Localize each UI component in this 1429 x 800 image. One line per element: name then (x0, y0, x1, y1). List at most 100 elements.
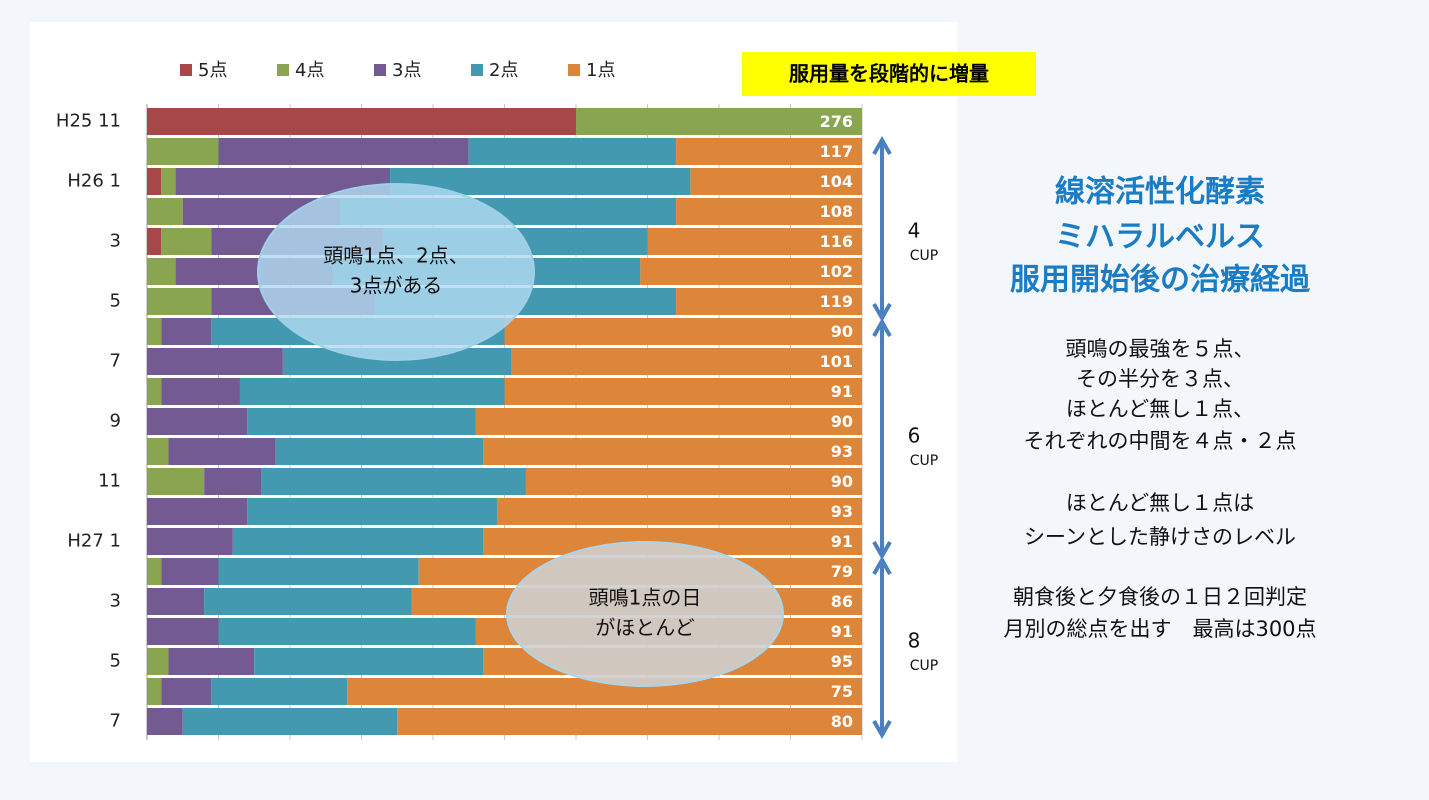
total-label: 91 (831, 622, 853, 641)
total-label: 90 (831, 322, 853, 341)
side-title: 服用開始後の治療経過 (1010, 263, 1311, 298)
arrow-head (872, 135, 892, 155)
bar-segment (147, 558, 162, 585)
phase-unit: CUP (910, 248, 938, 264)
bar-segment (147, 528, 233, 555)
legend-label: 1点 (586, 60, 615, 81)
bar-segment (147, 168, 162, 195)
bar-segment (147, 438, 169, 465)
bar-segment (204, 588, 412, 615)
bar-segment (147, 318, 162, 345)
bar-segment (147, 138, 219, 165)
bar-segment (247, 408, 476, 435)
bar-segment (147, 228, 162, 255)
bar-segment (147, 378, 162, 405)
y-tick-label: H25 11 (56, 111, 121, 132)
annotation-bubble (506, 541, 784, 687)
bar-segment (676, 138, 862, 165)
bar-segment (218, 558, 419, 585)
bar-segment (504, 318, 862, 345)
bubble-text: 頭鳴1点、2点、 (323, 244, 468, 268)
total-label: 93 (831, 442, 853, 461)
note-line: ほとんど無し１点、 (1066, 397, 1254, 421)
phase-unit: CUP (910, 658, 938, 674)
total-label: 91 (831, 382, 853, 401)
bar-segment (218, 618, 476, 645)
arrow-head (872, 720, 892, 740)
bar-segment (690, 168, 862, 195)
note-line: 朝食後と夕食後の１日２回判定 (1013, 585, 1307, 609)
bar-segment (161, 318, 212, 345)
note-line: シーンとした静けさのレベル (1024, 525, 1296, 549)
bar-segment (676, 198, 862, 225)
legend-label: 2点 (489, 60, 518, 81)
total-label: 108 (820, 202, 853, 221)
bar-segment (182, 708, 398, 735)
arrow-head (872, 555, 892, 575)
total-label: 101 (820, 352, 853, 371)
bar-segment (147, 618, 219, 645)
bubble-text: がほとんど (595, 616, 694, 640)
bar-segment (147, 408, 248, 435)
bar-segment (511, 348, 862, 375)
bar-segment (161, 228, 212, 255)
side-title: 線溶活性化酵素 (1055, 175, 1265, 210)
bar-segment (261, 468, 526, 495)
bar-segment (161, 678, 212, 705)
bar-segment (483, 438, 862, 465)
y-tick-label: 11 (98, 471, 121, 492)
bar-segment (468, 138, 677, 165)
bar-segment (504, 378, 862, 405)
note-line: 頭鳴の最強を５点、 (1066, 337, 1255, 361)
bar-segment (254, 648, 484, 675)
total-label: 75 (831, 682, 853, 701)
y-tick-label: 9 (110, 411, 121, 432)
y-tick-label: H27 1 (67, 531, 121, 552)
phase-number: 4 (908, 219, 921, 243)
bar-segment (640, 258, 862, 285)
note-line: ほとんど無し１点は (1066, 491, 1254, 515)
bar-segment (204, 468, 262, 495)
total-label: 116 (820, 232, 853, 251)
bubble-text: 3点がある (350, 274, 443, 298)
header-text: 服用量を段階的に増量 (789, 62, 989, 86)
annotation-bubble (257, 183, 535, 361)
legend-label: 4点 (295, 60, 324, 81)
total-label: 91 (831, 532, 853, 551)
y-tick-label: 5 (110, 651, 121, 672)
phase-number: 8 (908, 629, 921, 653)
y-tick-label: 3 (110, 231, 121, 252)
legend-swatch (374, 64, 386, 76)
bar-segment (161, 378, 240, 405)
bar-segment (161, 168, 176, 195)
bar-segment (147, 708, 183, 735)
side-title: ミハラルベルス (1055, 220, 1265, 255)
bar-segment (497, 498, 862, 525)
legend-swatch (568, 64, 580, 76)
total-label: 117 (820, 142, 853, 161)
bar-segment (147, 468, 205, 495)
bar-segment (647, 228, 862, 255)
bar-segment (475, 408, 862, 435)
arrow-head (872, 317, 892, 337)
total-label: 102 (820, 262, 853, 281)
bar-segment (147, 498, 248, 525)
y-tick-label: 5 (110, 291, 121, 312)
phase-number: 6 (908, 424, 921, 448)
total-label: 276 (820, 112, 853, 131)
total-label: 90 (831, 412, 853, 431)
bar-segment (147, 108, 576, 135)
y-tick-label: 7 (110, 351, 121, 372)
bar-segment (525, 468, 862, 495)
bar-segment (239, 378, 505, 405)
bar-segment (211, 678, 348, 705)
y-tick-label: H26 1 (67, 171, 121, 192)
total-label: 95 (831, 652, 853, 671)
y-tick-label: 3 (110, 591, 121, 612)
total-label: 93 (831, 502, 853, 521)
bar-segment (168, 648, 255, 675)
total-label: 90 (831, 472, 853, 491)
total-label: 86 (831, 592, 853, 611)
